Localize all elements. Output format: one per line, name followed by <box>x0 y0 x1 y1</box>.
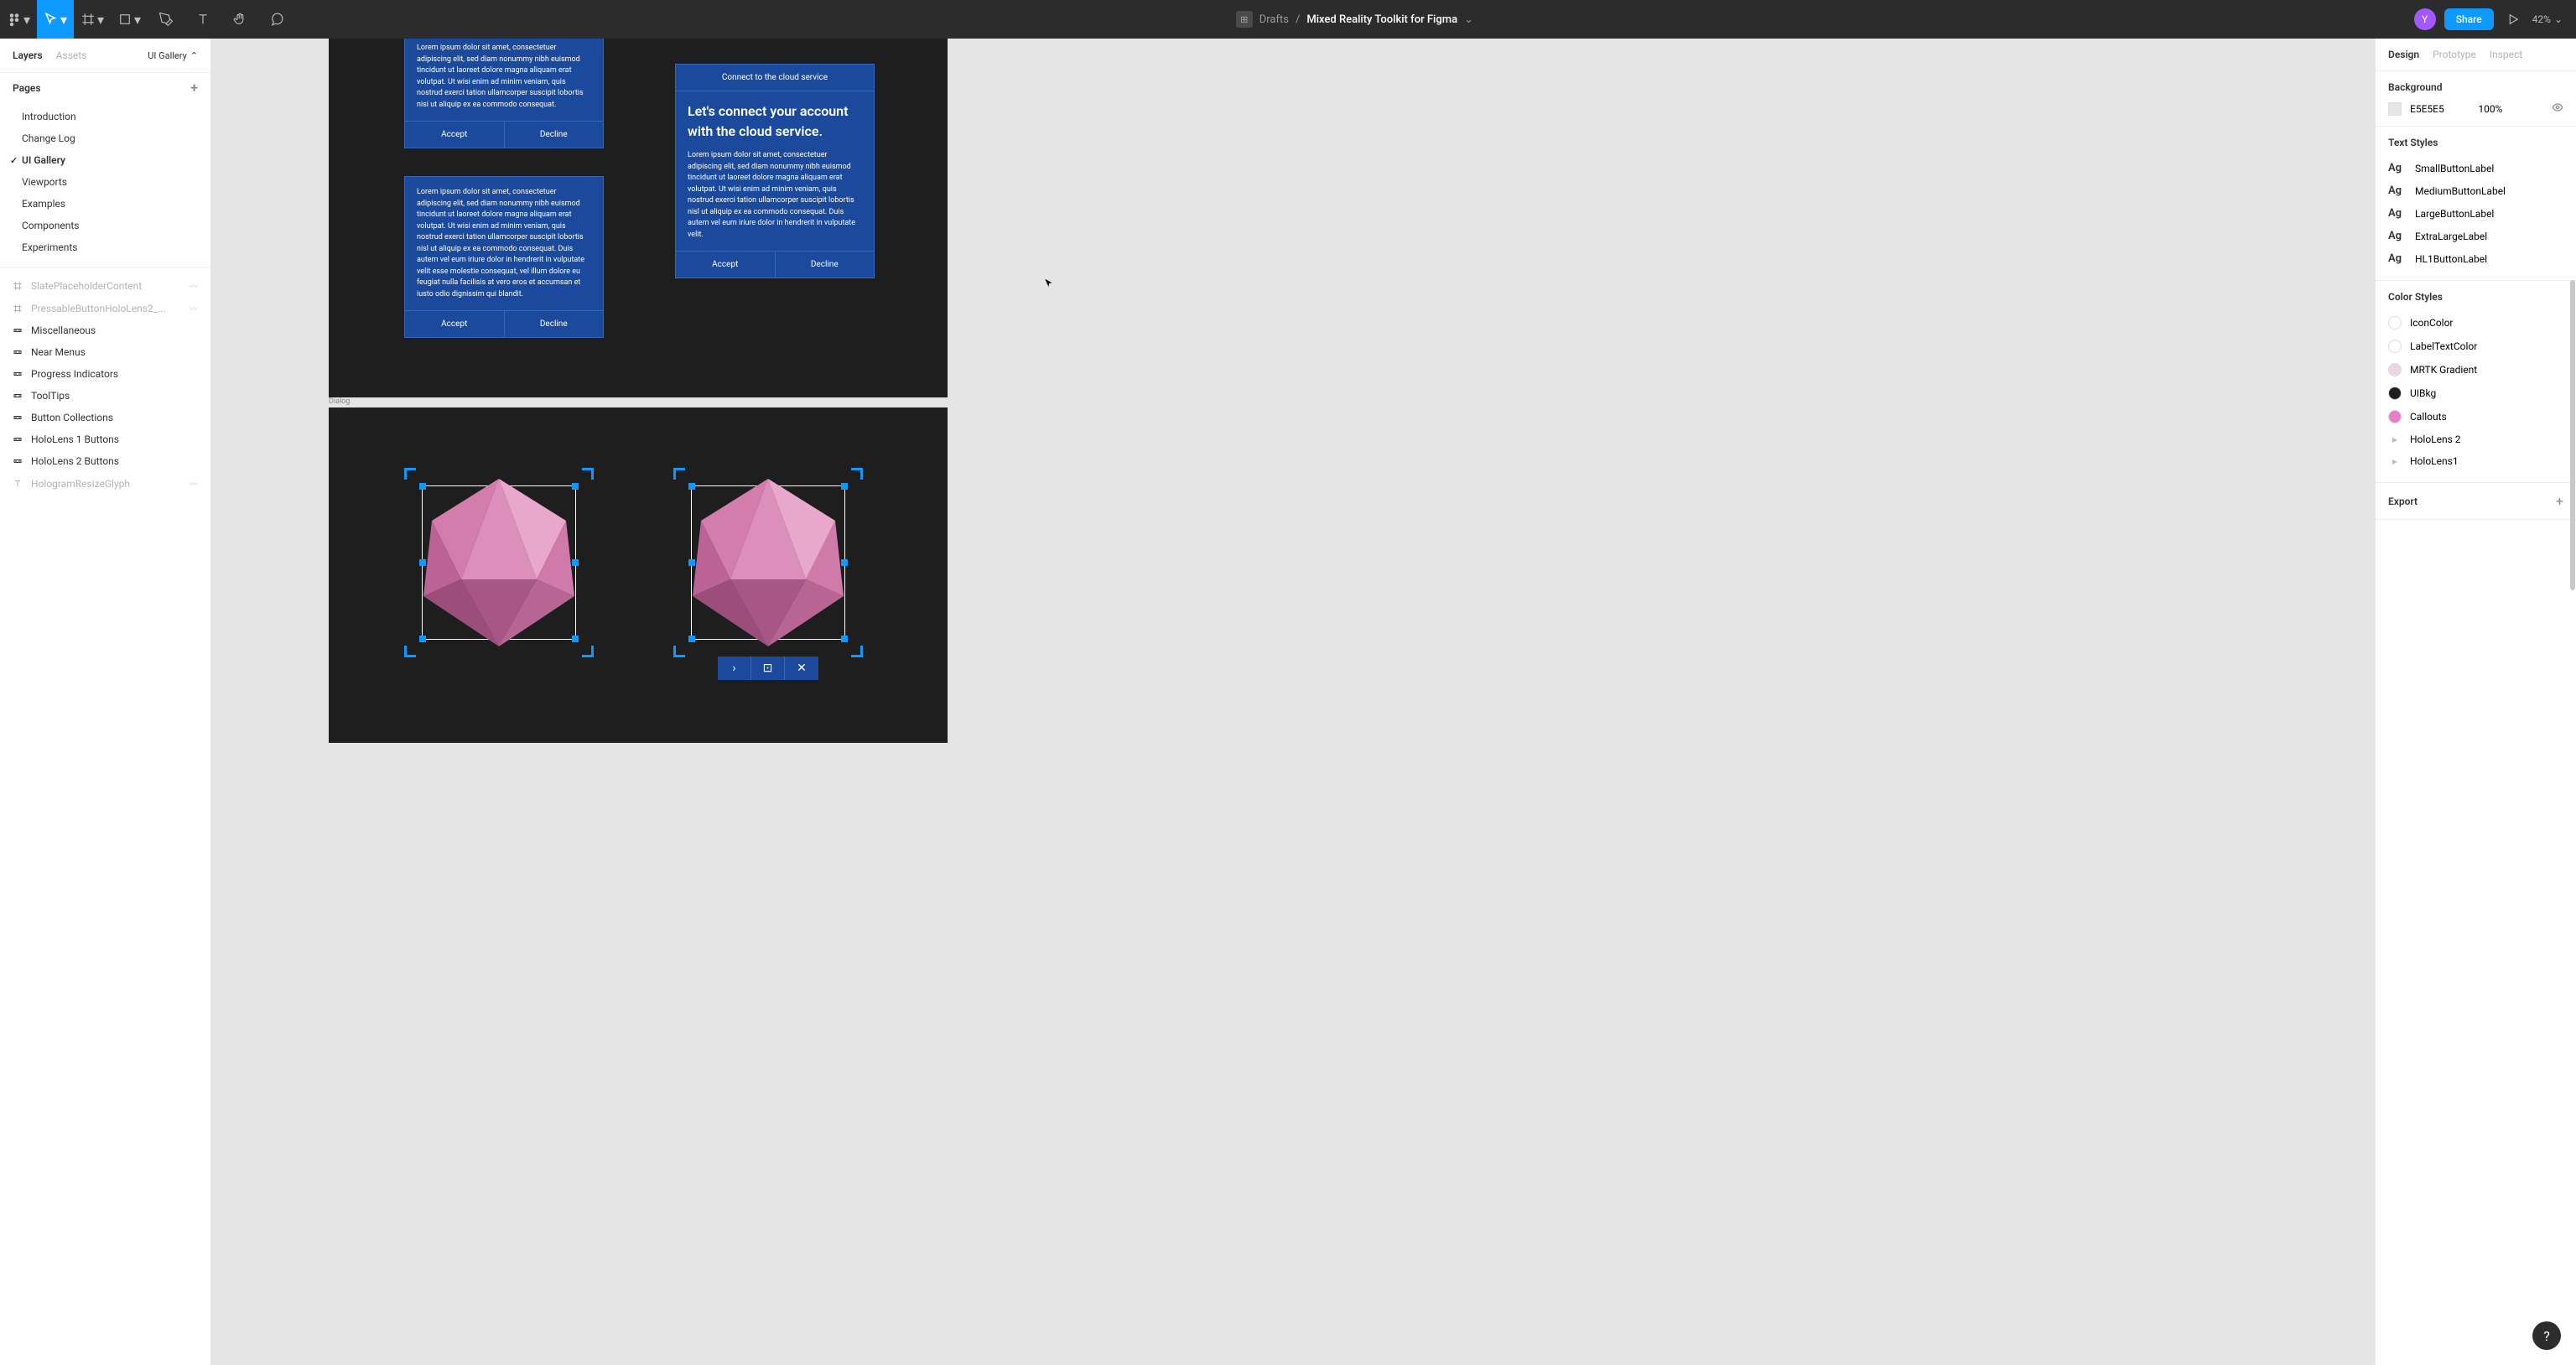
layer-item[interactable]: Miscellaneous <box>0 319 210 341</box>
background-header: Background <box>2388 81 2563 93</box>
hologram-toolbar[interactable]: › ⊡ ✕ <box>718 657 818 680</box>
tab-prototype[interactable]: Prototype <box>2433 49 2476 60</box>
layer-item[interactable]: HoloLens 1 Buttons <box>0 428 210 450</box>
color-styles-header: Color Styles <box>2388 291 2563 303</box>
accept-button[interactable]: Accept <box>405 311 505 337</box>
page-item[interactable]: Components <box>0 215 210 236</box>
page-item[interactable]: Change Log <box>0 127 210 149</box>
artboard-dialogs[interactable]: Lorem ipsum dolor sit amet, consectetuer… <box>329 39 948 397</box>
layer-item[interactable]: PressableButtonHoloLens2_...〰 <box>0 297 210 319</box>
pen-tool[interactable] <box>148 0 184 39</box>
tab-layers[interactable]: Layers <box>13 49 43 61</box>
figma-menu[interactable]: ▾ <box>0 0 37 39</box>
pages-header: Pages <box>13 82 41 94</box>
comment-tool[interactable] <box>258 0 295 39</box>
canvas[interactable]: Lorem ipsum dolor sit amet, consectetuer… <box>211 39 2375 1365</box>
toolbar-next-icon[interactable]: › <box>718 657 751 680</box>
text-style-item[interactable]: AgLargeButtonLabel <box>2388 202 2563 225</box>
color-style-item[interactable]: LabelTextColor <box>2388 335 2563 358</box>
artboard-holograms[interactable]: › ⊡ ✕ <box>329 407 948 743</box>
right-panel: Design Prototype Inspect Background E5E5… <box>2375 39 2576 1365</box>
tab-assets[interactable]: Assets <box>56 49 87 61</box>
help-button[interactable]: ? <box>2532 1321 2561 1350</box>
page-item[interactable]: Viewports <box>0 171 210 193</box>
dialog-cloud[interactable]: Connect to the cloud service Let's conne… <box>675 64 875 278</box>
page-item[interactable]: Examples <box>0 193 210 215</box>
dialog-body: Lorem ipsum dolor sit amet, consectetuer… <box>405 39 603 121</box>
file-app-icon: ⊞ <box>1236 11 1253 28</box>
left-panel: Layers Assets UI Gallery ⌃ Pages + Intro… <box>0 39 211 1365</box>
present-button[interactable] <box>2502 0 2524 39</box>
text-styles-header: Text Styles <box>2388 137 2563 148</box>
hologram-box-1[interactable] <box>407 470 591 655</box>
background-hex[interactable]: E5E5E5 <box>2410 103 2444 115</box>
toolbar-close-icon[interactable]: ✕ <box>785 657 818 680</box>
breadcrumb-sep: / <box>1296 13 1300 26</box>
layer-item[interactable]: Button Collections <box>0 407 210 428</box>
text-style-item[interactable]: AgExtraLargeLabel <box>2388 225 2563 247</box>
share-button[interactable]: Share <box>2444 8 2494 30</box>
zoom-control[interactable]: 42%⌄ <box>2532 13 2563 25</box>
tab-inspect[interactable]: Inspect <box>2490 49 2522 60</box>
move-tool[interactable]: ▾ <box>37 0 74 39</box>
color-style-group[interactable]: ▶HoloLens1 <box>2388 450 2563 472</box>
tab-design[interactable]: Design <box>2388 49 2419 60</box>
artboard-label: Dialog <box>329 397 350 406</box>
accept-button[interactable]: Accept <box>676 252 776 278</box>
color-style-item[interactable]: IconColor <box>2388 311 2563 335</box>
page-item[interactable]: Introduction <box>0 106 210 127</box>
dialog-small-2[interactable]: Lorem ipsum dolor sit amet, consectetuer… <box>404 176 604 338</box>
add-page-button[interactable]: + <box>190 80 198 96</box>
chevron-down-icon[interactable]: ⌄ <box>1464 13 1473 26</box>
dialog-title: Connect to the cloud service <box>676 65 874 91</box>
hand-tool[interactable] <box>221 0 258 39</box>
text-style-item[interactable]: AgMediumButtonLabel <box>2388 179 2563 202</box>
dialog-body: Lorem ipsum dolor sit amet, consectetuer… <box>405 177 603 310</box>
color-style-item[interactable]: MRTK Gradient <box>2388 358 2563 381</box>
shape-tool[interactable]: ▾ <box>111 0 148 39</box>
icosahedron-icon <box>415 479 583 646</box>
add-export-button[interactable]: + <box>2556 493 2563 509</box>
frame-tool[interactable]: ▾ <box>74 0 111 39</box>
decline-button[interactable]: Decline <box>505 311 604 337</box>
icosahedron-icon <box>684 479 852 646</box>
avatar[interactable]: Y <box>2414 8 2436 30</box>
layer-item[interactable]: Near Menus <box>0 341 210 363</box>
toolbar-adjust-icon[interactable]: ⊡ <box>751 657 785 680</box>
hologram-box-2[interactable]: › ⊡ ✕ <box>676 470 860 655</box>
background-opacity[interactable]: 100% <box>2478 103 2502 115</box>
layer-item[interactable]: Progress Indicators <box>0 363 210 385</box>
text-style-item[interactable]: AgHL1ButtonLabel <box>2388 247 2563 270</box>
visibility-toggle-icon[interactable] <box>2552 101 2563 116</box>
accept-button[interactable]: Accept <box>405 122 505 148</box>
layer-item[interactable]: ToolTips <box>0 385 210 407</box>
color-style-item[interactable]: UIBkg <box>2388 381 2563 405</box>
color-style-group[interactable]: ▶HoloLens 2 <box>2388 428 2563 450</box>
decline-button[interactable]: Decline <box>776 252 875 278</box>
color-style-item[interactable]: Callouts <box>2388 405 2563 428</box>
decline-button[interactable]: Decline <box>505 122 604 148</box>
page-selector[interactable]: UI Gallery ⌃ <box>148 50 198 61</box>
page-item[interactable]: Experiments <box>0 236 210 258</box>
page-item[interactable]: UI Gallery <box>0 149 210 171</box>
text-style-item[interactable]: AgSmallButtonLabel <box>2388 157 2563 179</box>
breadcrumb-file[interactable]: Mixed Reality Toolkit for Figma <box>1306 13 1457 26</box>
dialog-heading: Let's connect your account with the clou… <box>688 101 862 150</box>
export-header: Export <box>2388 496 2418 507</box>
dialog-small-1[interactable]: Lorem ipsum dolor sit amet, consectetuer… <box>404 39 604 148</box>
scrollbar-thumb[interactable] <box>2570 280 2575 590</box>
text-tool[interactable] <box>184 0 221 39</box>
background-swatch[interactable] <box>2388 102 2402 116</box>
breadcrumb-root[interactable]: Drafts <box>1259 13 1289 26</box>
layer-item[interactable]: SlatePlaceholderContent〰 <box>0 274 210 297</box>
cursor-icon <box>1043 278 1055 289</box>
topbar: ▾ ▾ ▾ ▾ ⊞ Drafts / Mixed Reality Too <box>0 0 2576 39</box>
layer-item[interactable]: HologramResizeGlyph〰 <box>0 472 210 495</box>
dialog-body: Lorem ipsum dolor sit amet, consectetuer… <box>688 150 862 241</box>
layer-item[interactable]: HoloLens 2 Buttons <box>0 450 210 472</box>
